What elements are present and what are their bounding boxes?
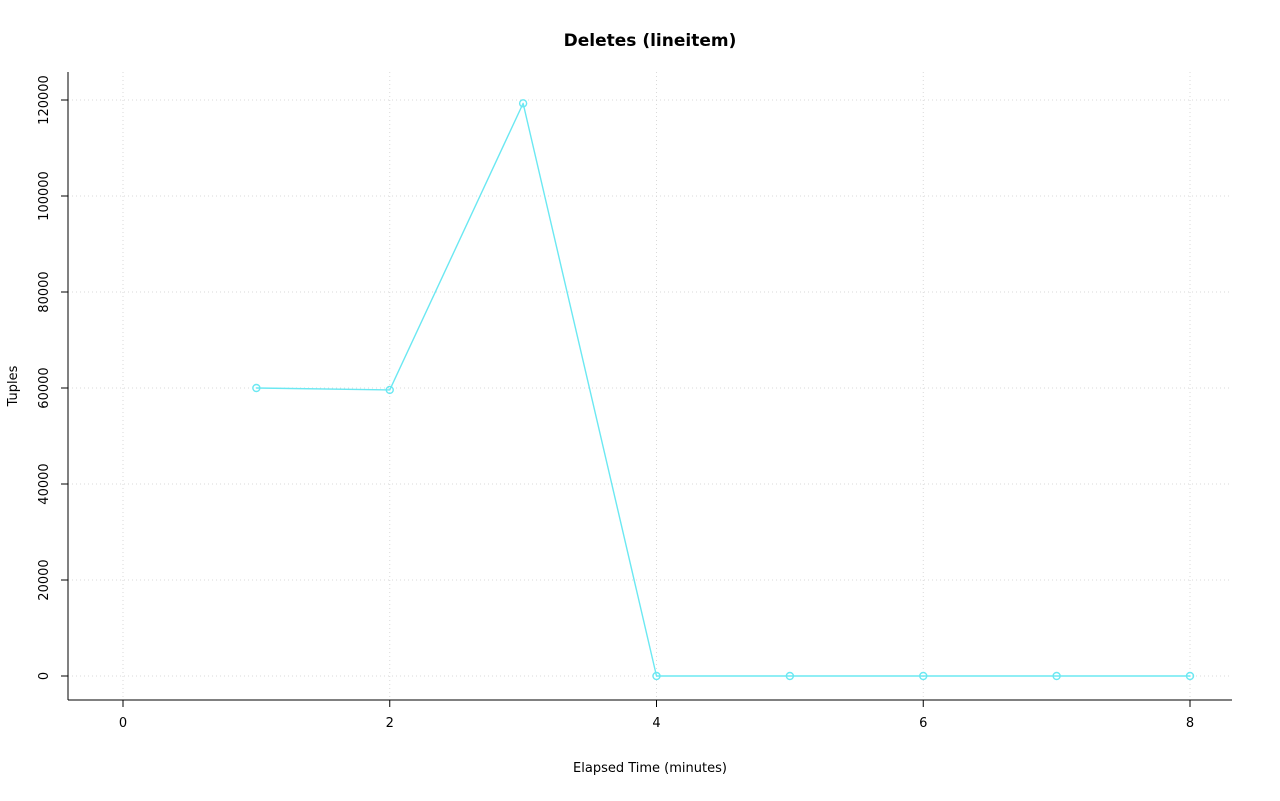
chart-title: Deletes (lineitem) [564,31,737,51]
x-tick-label: 6 [919,716,927,731]
data-point [1185,671,1195,681]
data-point [252,383,261,393]
data-point [652,671,661,681]
data-point [1052,671,1061,681]
y-tick-label: 20000 [37,559,52,600]
y-tick-label: 0 [37,672,52,680]
data-series [252,99,1195,681]
data-point [919,671,928,681]
x-tick-label: 0 [119,716,127,731]
x-tick-label: 8 [1186,716,1194,731]
data-point [785,671,795,681]
gridlines [68,72,1232,700]
x-tick-label: 2 [386,716,394,731]
y-tick-label: 100000 [37,171,52,221]
data-point [518,99,528,108]
data-point [385,385,394,395]
y-tick-label: 120000 [37,75,52,125]
y-tick-label: 40000 [37,463,52,504]
y-tick-label: 80000 [37,271,52,312]
axes: 0 2 4 6 8 0 20000 40000 60000 80000 100000 120000 [37,72,1232,731]
y-tick-label: 60000 [37,367,52,408]
x-axis-label: Elapsed Time (minutes) [573,761,727,776]
y-axis-label: Tuples [6,365,21,407]
x-tick-label: 4 [652,716,660,731]
series-line [255,102,1191,677]
